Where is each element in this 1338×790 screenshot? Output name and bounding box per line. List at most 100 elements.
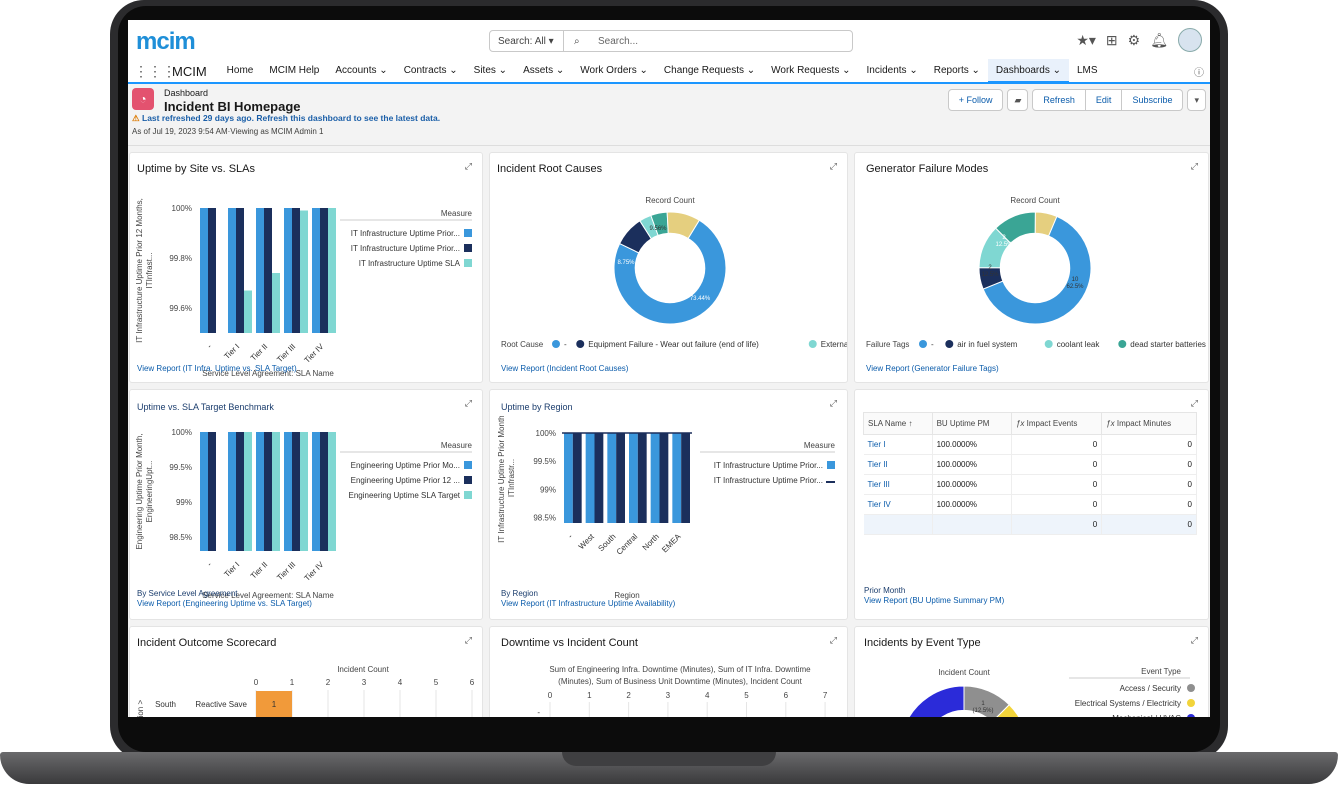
expand-icon[interactable]: ⤢ bbox=[829, 161, 837, 171]
sla-link[interactable]: Tier II bbox=[863, 454, 933, 475]
legend-swatch bbox=[827, 461, 835, 469]
x-tick-label: West bbox=[577, 532, 597, 552]
nav-item-sites[interactable]: Sites ⌄ bbox=[473, 65, 508, 76]
donut-slice bbox=[613, 219, 727, 325]
view-report-link[interactable]: View Report (BU Uptime Summary PM) bbox=[864, 596, 1005, 605]
slice-label: 8.75% bbox=[617, 260, 635, 266]
app-launcher-icon[interactable]: ⋮⋮⋮ bbox=[134, 62, 176, 79]
bar bbox=[228, 432, 236, 551]
row-region: South bbox=[155, 700, 176, 709]
header-actions: + Follow ▰ Refresh Edit Subscribe ▾ bbox=[947, 89, 1206, 111]
col-impact-minutes[interactable]: ƒx Impact Minutes bbox=[1101, 412, 1197, 435]
more-actions-button[interactable]: ▾ bbox=[1187, 89, 1206, 111]
bar-chart: Sum of Engineering Infra. Downtime (Minu… bbox=[537, 665, 828, 717]
bar bbox=[637, 433, 647, 523]
x-tick-label: - bbox=[566, 532, 574, 540]
donut-slice bbox=[908, 685, 965, 717]
nav-item-change-requests[interactable]: Change Requests ⌄ bbox=[663, 65, 756, 76]
col-bu-uptime[interactable]: BU Uptime PM bbox=[931, 412, 1012, 435]
add-icon[interactable]: ⊞ bbox=[1105, 31, 1118, 48]
table-header-row: SLA Name ↑ BU Uptime PM ƒx Impact Events… bbox=[863, 412, 1197, 435]
slice-label: 62.5% bbox=[1066, 284, 1084, 290]
search-input[interactable]: Search... bbox=[598, 36, 639, 47]
panel-subtitle: By Region bbox=[501, 589, 538, 598]
legend-swatch bbox=[1044, 340, 1053, 348]
comment-button[interactable]: ▰ bbox=[1007, 89, 1029, 111]
subscribe-button[interactable]: Subscribe bbox=[1122, 89, 1184, 111]
y-tick-label: 99.8% bbox=[169, 254, 192, 263]
panel-title: Incident Outcome Scorecard bbox=[137, 637, 277, 649]
nav-item-work-requests[interactable]: Work Requests ⌄ bbox=[771, 65, 851, 76]
nav-item-work-orders[interactable]: Work Orders ⌄ bbox=[580, 65, 648, 76]
col-sla-name[interactable]: SLA Name ↑ bbox=[863, 412, 933, 435]
expand-icon[interactable]: ⤢ bbox=[464, 161, 472, 171]
nav-item-lms[interactable]: LMS bbox=[1077, 65, 1098, 76]
page-header: ◔ Dashboard Incident BI Homepage ⚠ Last … bbox=[128, 86, 1210, 146]
gear-icon[interactable]: ⚙ bbox=[1127, 31, 1141, 48]
nav-item-reports[interactable]: Reports ⌄ bbox=[933, 65, 980, 76]
x-tick-label: Tier II bbox=[249, 342, 270, 363]
donut-slice bbox=[996, 704, 1020, 717]
bar-chart: 100% 99.8% 99.6% - Tier I Tier II Tier III Tier… bbox=[135, 198, 473, 378]
nav-item-accounts[interactable]: Accounts ⌄ bbox=[335, 65, 388, 76]
view-report-link[interactable]: View Report (IT Infra. Uptime vs. SLA Ta… bbox=[137, 364, 297, 373]
bar bbox=[264, 208, 272, 333]
refresh-warning: ⚠ Last refreshed 29 days ago. Refresh th… bbox=[132, 113, 441, 123]
y-axis-label: IT Infrastructure Uptime Prior 12 Months… bbox=[135, 198, 154, 343]
expand-icon[interactable]: ⤢ bbox=[464, 398, 472, 408]
bar bbox=[320, 208, 328, 333]
nav-item-home[interactable]: Home bbox=[226, 65, 254, 76]
panel-downtime-vs-incident: Downtime vs Incident Count ⤢ Sum of Engi… bbox=[489, 626, 848, 717]
view-report-link[interactable]: View Report (Incident Root Causes) bbox=[501, 364, 629, 373]
nav-item-help[interactable]: MCIM Help bbox=[269, 65, 320, 76]
panel-bu-uptime-table: ⤢ SLA Name ↑ BU Uptime PM ƒx Impact Even… bbox=[854, 389, 1209, 620]
expand-icon[interactable]: ⤢ bbox=[1190, 161, 1198, 171]
favorites-icon[interactable]: ★▾ bbox=[1076, 31, 1096, 48]
search-scope[interactable]: Search: All ▾ bbox=[490, 31, 564, 51]
follow-button[interactable]: + Follow bbox=[947, 89, 1004, 111]
view-report-link[interactable]: View Report (Engineering Uptime vs. SLA … bbox=[137, 599, 312, 608]
table-row: Tier II 100.0000% 0 0 bbox=[863, 454, 1197, 475]
bar bbox=[292, 208, 300, 333]
sla-link[interactable]: Tier I bbox=[863, 434, 933, 455]
bell-icon[interactable]: 🔔︎ bbox=[1150, 31, 1168, 48]
nav-item-assets[interactable]: Assets ⌄ bbox=[523, 65, 565, 76]
expand-icon[interactable]: ⤢ bbox=[829, 398, 837, 408]
bar bbox=[256, 432, 264, 551]
donut-slice bbox=[1034, 211, 1058, 237]
info-icon[interactable]: ⓘ bbox=[1194, 67, 1204, 79]
app-logo[interactable]: mcim bbox=[136, 28, 196, 55]
avatar[interactable] bbox=[1178, 28, 1202, 52]
panel-title: Uptime vs. SLA Target Benchmark bbox=[137, 402, 274, 412]
legend-label: Failure Tags bbox=[866, 340, 909, 349]
panel-title: Uptime by Region bbox=[501, 402, 573, 412]
bar bbox=[292, 432, 300, 551]
refresh-button[interactable]: Refresh bbox=[1032, 89, 1086, 111]
legend-swatch bbox=[552, 340, 560, 348]
bar bbox=[312, 208, 320, 333]
sla-link[interactable]: Tier III bbox=[863, 474, 933, 495]
expand-icon[interactable]: ⤢ bbox=[829, 635, 837, 645]
nav-item-incidents[interactable]: Incidents ⌄ bbox=[866, 65, 918, 76]
nav-item-contracts[interactable]: Contracts ⌄ bbox=[403, 65, 458, 76]
expand-icon[interactable]: ⤢ bbox=[1190, 398, 1198, 408]
edit-button[interactable]: Edit bbox=[1085, 89, 1123, 111]
x-tick-label: Tier IV bbox=[303, 342, 326, 365]
expand-icon[interactable]: ⤢ bbox=[1190, 635, 1198, 645]
legend-item: coolant leak bbox=[1057, 340, 1101, 349]
summary-table: SLA Name ↑ BU Uptime PM ƒx Impact Events… bbox=[863, 412, 1197, 535]
nav-item-dashboards[interactable]: Dashboards ⌄ bbox=[987, 59, 1069, 83]
axis-title: (Minutes), Sum of Business Unit Downtime… bbox=[558, 677, 802, 686]
legend-label: Root Cause bbox=[501, 340, 544, 349]
bar bbox=[284, 208, 292, 333]
expand-icon[interactable]: ⤢ bbox=[464, 635, 472, 645]
legend-swatch bbox=[464, 461, 472, 469]
global-search[interactable]: Search: All ▾ ⌕ Search... bbox=[489, 30, 853, 52]
view-report-link[interactable]: View Report (IT Infrastructure Uptime Av… bbox=[501, 599, 676, 608]
sla-link[interactable]: Tier IV bbox=[863, 494, 933, 515]
view-report-link[interactable]: View Report (Generator Failure Tags) bbox=[866, 364, 999, 373]
legend-swatch bbox=[1187, 699, 1195, 707]
bar bbox=[300, 210, 308, 333]
col-impact-events[interactable]: ƒx Impact Events bbox=[1010, 412, 1103, 435]
